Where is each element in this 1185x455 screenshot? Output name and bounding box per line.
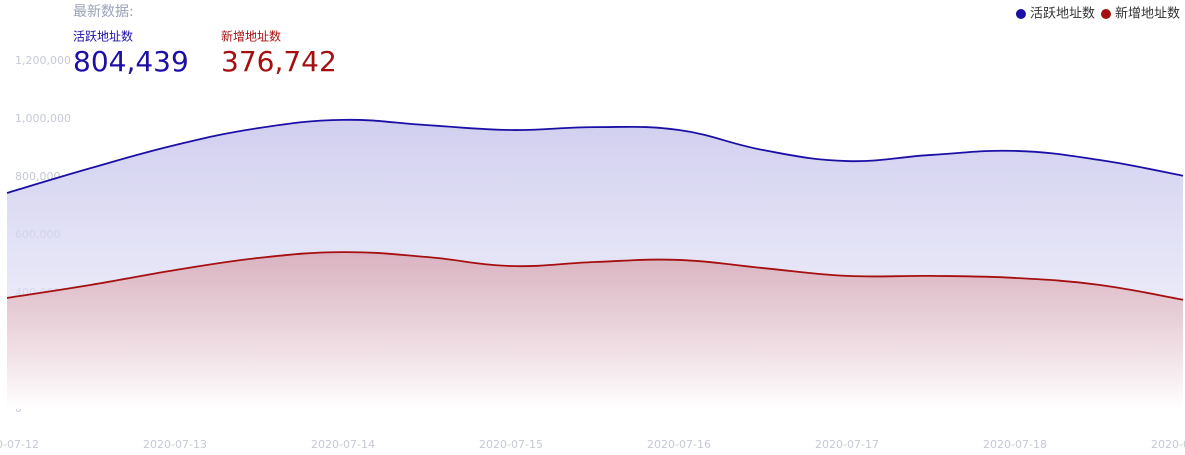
- x-tick-label: 2020-07-14: [311, 438, 375, 451]
- latest-name: 新增地址数: [221, 29, 281, 44]
- header: 最新数据:: [73, 4, 134, 20]
- x-tick-label: 2020-07-13: [143, 438, 207, 451]
- latest-value: 376,742: [221, 45, 337, 78]
- latest-name: 活跃地址数: [73, 29, 133, 44]
- line: [6, 118, 1184, 194]
- line: [6, 251, 1184, 301]
- x-tick-label: 2020-07-16: [647, 438, 711, 451]
- legend-marker: [1100, 9, 1111, 19]
- legend-label: 活跃地址数: [1030, 7, 1095, 22]
- area: [7, 252, 1183, 409]
- x-tick-label: 2020-07-15: [479, 438, 543, 451]
- x-tick-label: 2020-07-19: [1151, 438, 1185, 451]
- latest-value: 804,439: [73, 45, 189, 78]
- y-tick-label: 1,000,000: [15, 112, 71, 125]
- x-tick-label: 2020-07-17: [815, 438, 879, 451]
- x-tick-label: 2020-07-18: [983, 438, 1047, 451]
- x-tick-label: 2020-07-12: [0, 438, 39, 451]
- y-tick-label: 1,200,000: [15, 54, 71, 67]
- legend-marker: [1015, 9, 1026, 19]
- legend-label: 新增地址数: [1115, 6, 1180, 22]
